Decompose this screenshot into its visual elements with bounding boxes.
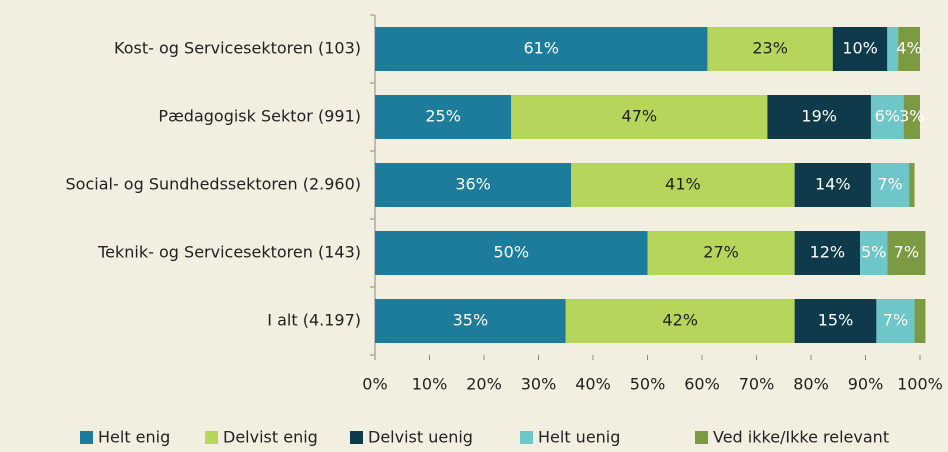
legend-swatch (520, 431, 533, 444)
value-label: 27% (703, 243, 739, 262)
value-label: 25% (425, 107, 461, 126)
bar-segment (887, 27, 899, 71)
value-label: 12% (810, 243, 846, 262)
legend-label: Ved ikke/Ikke relevant (713, 428, 889, 447)
value-label: 61% (523, 39, 559, 58)
x-tick-label: 100% (897, 375, 943, 394)
bar-segment (647, 231, 795, 275)
x-tick-label: 70% (739, 375, 775, 394)
value-label: 36% (455, 175, 491, 194)
value-label: 42% (662, 311, 698, 330)
legend-label: Helt enig (98, 428, 170, 447)
legend-swatch (695, 431, 708, 444)
value-label: 35% (453, 311, 489, 330)
y-tick-label: Pædagogisk Sektor (991) (158, 107, 361, 126)
y-tick-label: Kost- og Servicesektoren (103) (114, 39, 361, 58)
value-label: 23% (752, 39, 788, 58)
x-tick-label: 0% (362, 375, 387, 394)
bar-segment (832, 27, 888, 71)
bar-segment (860, 231, 888, 275)
legend-label: Delvist enig (223, 428, 318, 447)
bar-segment (870, 163, 910, 207)
x-tick-label: 20% (466, 375, 502, 394)
bar-segment (903, 95, 920, 139)
bar-segment (909, 163, 915, 207)
bar-segment (794, 163, 871, 207)
value-label: 6% (875, 107, 900, 126)
bar-segment (375, 95, 512, 139)
value-label: 5% (861, 243, 886, 262)
legend-label: Helt uenig (538, 428, 620, 447)
x-tick-label: 40% (575, 375, 611, 394)
bar-segment (511, 95, 768, 139)
value-label: 14% (815, 175, 851, 194)
y-tick-label: I alt (4.197) (267, 311, 361, 330)
value-label: 7% (877, 175, 902, 194)
bar-segment (870, 95, 904, 139)
legend-swatch (350, 431, 363, 444)
x-tick-label: 60% (684, 375, 720, 394)
value-label: 41% (665, 175, 701, 194)
legend-label: Delvist uenig (368, 428, 473, 447)
x-tick-label: 90% (848, 375, 884, 394)
value-label: 7% (883, 311, 908, 330)
bar-segment (887, 231, 926, 275)
value-label: 19% (801, 107, 837, 126)
legend-swatch (205, 431, 218, 444)
bar-segment (375, 27, 708, 71)
legend-swatch (80, 431, 93, 444)
value-label: 15% (818, 311, 854, 330)
bar-segment (876, 299, 915, 343)
bar-segment (375, 231, 648, 275)
value-label: 10% (842, 39, 878, 58)
value-label: 50% (493, 243, 529, 262)
bar-segment (375, 163, 572, 207)
bar-segment (565, 299, 795, 343)
bar-segment (767, 95, 871, 139)
bar-segment (375, 299, 566, 343)
y-tick-label: Social- og Sundhedssektoren (2.960) (66, 175, 362, 194)
value-label: 3% (899, 107, 924, 126)
bar-segment (914, 299, 926, 343)
x-tick-label: 10% (412, 375, 448, 394)
x-tick-label: 30% (521, 375, 557, 394)
bar-segment (707, 27, 833, 71)
bar-segment (898, 27, 920, 71)
value-label: 7% (894, 243, 919, 262)
x-tick-label: 50% (630, 375, 666, 394)
value-label: 47% (622, 107, 658, 126)
bar-segment (794, 299, 877, 343)
bar-segment (571, 163, 795, 207)
bar-segment (794, 231, 861, 275)
x-tick-label: 80% (793, 375, 829, 394)
y-tick-label: Teknik- og Servicesektoren (143) (97, 243, 361, 262)
value-label: 4% (896, 39, 921, 58)
